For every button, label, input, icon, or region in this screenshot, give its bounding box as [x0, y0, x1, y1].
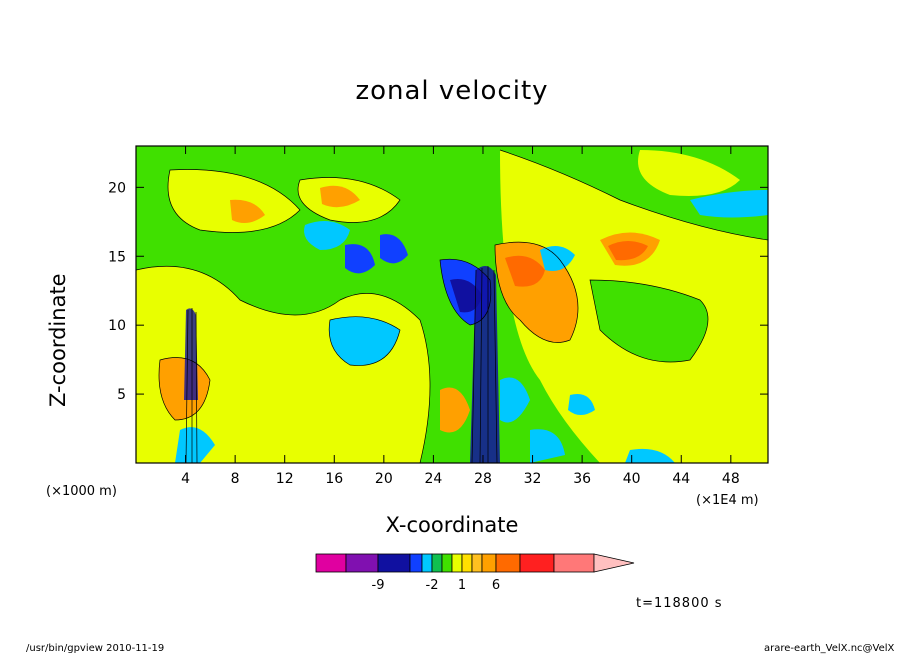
colorbar-tick-label: 6	[492, 578, 500, 593]
x-tick-label: 40	[623, 471, 641, 487]
x-tick-label: 36	[573, 471, 591, 487]
x-axis: 4 8 12 16 20 24 28 32 36 40 44 48	[181, 146, 740, 487]
colorbar-segment	[461, 553, 473, 573]
x-tick-label: 12	[276, 471, 294, 487]
y-axis: 5 10 15 20	[108, 180, 768, 403]
x-tick-label: 24	[424, 471, 442, 487]
x-tick-label: 16	[325, 471, 343, 487]
contour-field	[136, 146, 768, 463]
x-unit-right: (×1E4 m)	[696, 493, 759, 508]
x-tick-label: 48	[722, 471, 740, 487]
x-axis-label: X-coordinate	[385, 513, 519, 537]
footer-right: arare-earth_VelX.nc@VelX	[764, 643, 895, 654]
colorbar-segment	[345, 553, 379, 573]
colorbar-segment	[421, 553, 433, 573]
colorbar-segment	[315, 553, 347, 573]
colorbar-segment	[471, 553, 483, 573]
colorbar-segment	[441, 553, 453, 573]
colorbar-segment	[409, 553, 423, 573]
y-tick-label: 5	[117, 387, 126, 403]
colorbar-segment	[377, 553, 411, 573]
colorbar-segment	[451, 553, 463, 573]
x-tick-label: 32	[524, 471, 542, 487]
x-tick-label: 20	[375, 471, 393, 487]
y-tick-label: 10	[108, 318, 126, 334]
x-tick-label: 28	[474, 471, 492, 487]
colorbar: -9 -2 1 6	[315, 553, 635, 593]
colorbar-tick-label: -9	[372, 578, 385, 593]
time-label: t=118800 s	[636, 596, 723, 611]
colorbar-segment	[519, 553, 555, 573]
footer-left: /usr/bin/gpview 2010-11-19	[26, 643, 165, 654]
y-tick-label: 15	[108, 249, 126, 265]
colorbar-segment	[553, 553, 595, 573]
colorbar-tick-label: 1	[458, 578, 466, 593]
plot-frame	[135, 145, 769, 464]
colorbar-extend-arrow	[593, 553, 635, 573]
x-tick-label: 4	[181, 471, 190, 487]
x-unit-left: (×1000 m)	[46, 484, 117, 499]
y-tick-label: 20	[108, 180, 126, 196]
colorbar-segment	[495, 553, 521, 573]
colorbar-segment	[431, 553, 443, 573]
x-tick-label: 44	[672, 471, 690, 487]
chart-title: zonal velocity	[355, 76, 549, 106]
colorbar-segment	[481, 553, 497, 573]
x-tick-label: 8	[231, 471, 240, 487]
colorbar-tick-label: -2	[426, 578, 439, 593]
